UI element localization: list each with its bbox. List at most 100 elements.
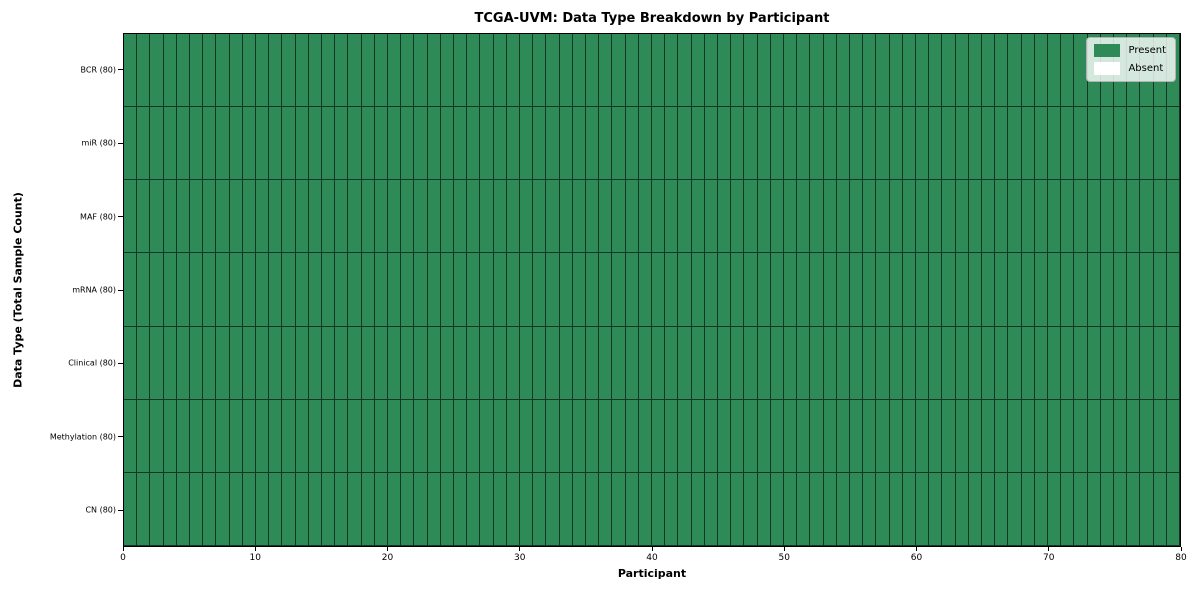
heatmap-cell [1100, 180, 1114, 254]
heatmap-cell [955, 180, 969, 254]
heatmap-cell [546, 180, 560, 254]
heatmap-cell [137, 326, 151, 400]
heatmap-cell [797, 472, 811, 546]
heatmap-cell [216, 34, 230, 108]
heatmap-cell [1140, 472, 1154, 546]
heatmap-cell [176, 180, 190, 254]
heatmap-cell [519, 399, 534, 473]
heatmap-cell [255, 326, 270, 400]
heatmap-cell [704, 34, 718, 108]
legend-item-absent: Absent [1094, 62, 1166, 75]
heatmap-cell [1061, 253, 1075, 327]
heatmap-cell [374, 326, 388, 400]
heatmap-cell [229, 472, 243, 546]
heatmap-cell [981, 180, 996, 254]
heatmap-cell [1113, 180, 1128, 254]
heatmap-cell [453, 326, 468, 400]
heatmap-cell [533, 34, 547, 108]
y-tick-label: Methylation (80) [49, 432, 116, 442]
heatmap-cell [295, 472, 309, 546]
heatmap-cell [374, 472, 388, 546]
heatmap-cell [678, 107, 692, 181]
heatmap-cell [665, 34, 679, 108]
heatmap-cell [863, 180, 877, 254]
heatmap-cell [968, 399, 982, 473]
heatmap-cell [229, 180, 243, 254]
y-tick-label: miR (80) [81, 138, 116, 148]
heatmap-grid [124, 34, 1180, 546]
heatmap-cell [124, 107, 138, 181]
heatmap-cell [124, 180, 138, 254]
heatmap-cell [506, 107, 520, 181]
heatmap-cell [282, 472, 296, 546]
heatmap-cell [1034, 326, 1048, 400]
heatmap-cell [348, 399, 362, 473]
heatmap-cell [942, 34, 956, 108]
heatmap-cell [242, 180, 256, 254]
y-tick-label: Clinical (80) [68, 358, 116, 368]
heatmap-cell [176, 253, 190, 327]
heatmap-cell [374, 180, 388, 254]
heatmap-cell [1021, 399, 1035, 473]
heatmap-cell [995, 326, 1009, 400]
heatmap-cell [612, 326, 626, 400]
heatmap-cell [836, 107, 850, 181]
heatmap-cell [546, 326, 560, 400]
heatmap-cell [203, 180, 217, 254]
heatmap-cell [757, 107, 771, 181]
heatmap-cell [533, 472, 547, 546]
heatmap-cell [1008, 399, 1022, 473]
heatmap-cell [665, 107, 679, 181]
heatmap-cell [163, 253, 177, 327]
heatmap-cell [1047, 472, 1062, 546]
heatmap-cell [1047, 253, 1062, 327]
heatmap-cell [810, 107, 824, 181]
heatmap-cell [150, 107, 164, 181]
heatmap-cell [678, 34, 692, 108]
heatmap-cell [770, 399, 784, 473]
heatmap-cell [1166, 326, 1180, 400]
heatmap-cell [480, 34, 494, 108]
legend: Present Absent [1086, 37, 1176, 82]
heatmap-cell [321, 107, 336, 181]
heatmap-cell [189, 472, 204, 546]
heatmap-cell [863, 34, 877, 108]
heatmap-cell [717, 253, 732, 327]
heatmap-cell [929, 399, 943, 473]
heatmap-cell [1008, 107, 1022, 181]
heatmap-cell [189, 180, 204, 254]
heatmap-cell [506, 34, 520, 108]
x-tick-label: 20 [381, 553, 394, 563]
heatmap-cell [731, 399, 745, 473]
heatmap-cell [203, 253, 217, 327]
heatmap-cell [414, 472, 428, 546]
heatmap-cell [599, 399, 613, 473]
heatmap-cell [229, 326, 243, 400]
heatmap-cell [401, 472, 415, 546]
x-tick-label: 80 [1175, 553, 1187, 563]
heatmap-cell [453, 253, 468, 327]
heatmap-cell [572, 107, 586, 181]
heatmap-cell [1074, 107, 1088, 181]
heatmap-cell [559, 180, 573, 254]
heatmap-cell [374, 253, 388, 327]
heatmap-cell [863, 472, 877, 546]
heatmap-cell [599, 180, 613, 254]
heatmap-cell [124, 253, 138, 327]
heatmap-cell [836, 472, 850, 546]
heatmap-cell [335, 34, 349, 108]
heatmap-cell [506, 399, 520, 473]
heatmap-cell [1061, 472, 1075, 546]
heatmap-cell [651, 253, 666, 327]
heatmap-cell [506, 180, 520, 254]
heatmap-cell [915, 472, 930, 546]
heatmap-cell [414, 326, 428, 400]
heatmap-cell [797, 253, 811, 327]
heatmap-cell [757, 326, 771, 400]
heatmap-cell [1100, 399, 1114, 473]
heatmap-cell [453, 34, 468, 108]
heatmap-cell [757, 472, 771, 546]
heatmap-cell [150, 180, 164, 254]
heatmap-cell [585, 34, 600, 108]
heatmap-cell [836, 180, 850, 254]
